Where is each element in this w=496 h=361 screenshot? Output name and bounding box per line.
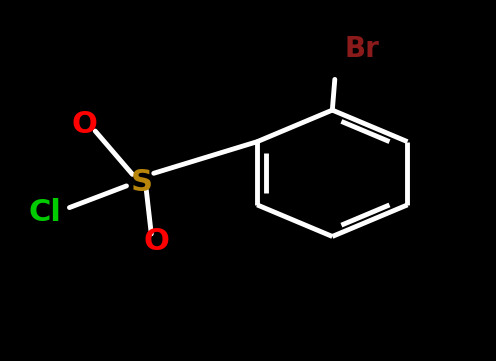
Text: S: S [130, 168, 152, 197]
Text: O: O [71, 110, 97, 139]
Text: O: O [143, 227, 169, 256]
Text: Cl: Cl [28, 199, 61, 227]
Text: Br: Br [345, 35, 379, 63]
